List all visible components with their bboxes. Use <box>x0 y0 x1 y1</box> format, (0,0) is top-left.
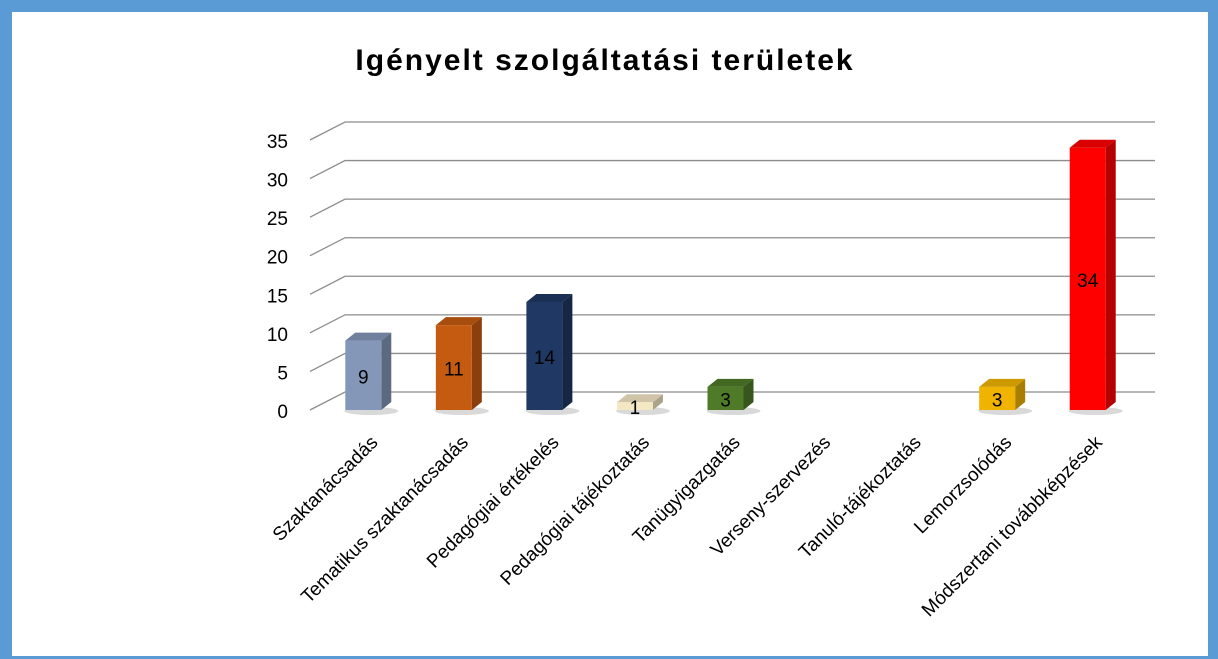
data-label: 3 <box>992 390 1003 411</box>
y-tick-label: 5 <box>277 363 288 384</box>
grid-line <box>309 121 1155 141</box>
data-label: 34 <box>1077 271 1099 292</box>
bar-top <box>345 332 392 341</box>
bar <box>706 378 761 415</box>
x-tick-label: Lemorzsolódás <box>910 432 1016 538</box>
y-tick-label: 15 <box>267 286 288 307</box>
bar <box>1068 139 1123 415</box>
bar-side <box>1105 139 1116 410</box>
bar-top <box>707 378 754 387</box>
grid-line <box>309 275 1155 295</box>
bar-front <box>435 325 472 410</box>
data-label: 3 <box>720 390 731 411</box>
bar <box>978 378 1033 415</box>
bar <box>344 332 399 415</box>
data-label: 1 <box>630 398 641 419</box>
x-tick-label: Módszertani továbbképzések <box>918 432 1107 621</box>
y-tick-label: 30 <box>267 171 288 192</box>
bar-front <box>526 302 563 410</box>
grid-line <box>309 391 1155 411</box>
y-tick-label: 0 <box>277 402 288 423</box>
y-tick-label: 35 <box>267 132 288 153</box>
bar-side <box>652 394 663 410</box>
bar-side <box>562 294 573 410</box>
bar-side <box>1015 378 1026 410</box>
bar <box>525 294 580 415</box>
bar-front <box>616 402 653 410</box>
y-tick-label: 25 <box>267 209 288 230</box>
data-label: 9 <box>358 367 369 388</box>
grid-line <box>309 352 1155 373</box>
x-tick-label: Tematikus szaktanácsadás <box>298 432 473 607</box>
data-label: 11 <box>444 360 464 381</box>
bar-front <box>979 386 1016 410</box>
bar <box>434 317 489 415</box>
grid-line <box>309 159 1155 180</box>
bar-front <box>1069 147 1106 410</box>
bar-front <box>345 340 382 410</box>
bar-top <box>526 294 573 302</box>
bar-top <box>1069 139 1116 148</box>
y-tick-label: 10 <box>267 325 288 346</box>
grid-line <box>309 198 1155 218</box>
x-tick-label: Pedagógiai tájékoztatás <box>497 432 655 590</box>
chart-title: Igényelt szolgáltatási területek <box>355 44 854 77</box>
bar-side <box>471 317 482 410</box>
y-tick-label: 20 <box>267 248 288 269</box>
bar-top <box>435 317 482 326</box>
bar <box>615 394 670 415</box>
bar-top <box>616 394 663 403</box>
data-label: 14 <box>534 348 556 369</box>
grid-line <box>309 314 1155 334</box>
bar-side <box>743 378 754 410</box>
bar-side <box>381 332 392 410</box>
bar-top <box>979 378 1026 387</box>
bar-front <box>707 386 744 410</box>
grid-line <box>309 237 1155 257</box>
